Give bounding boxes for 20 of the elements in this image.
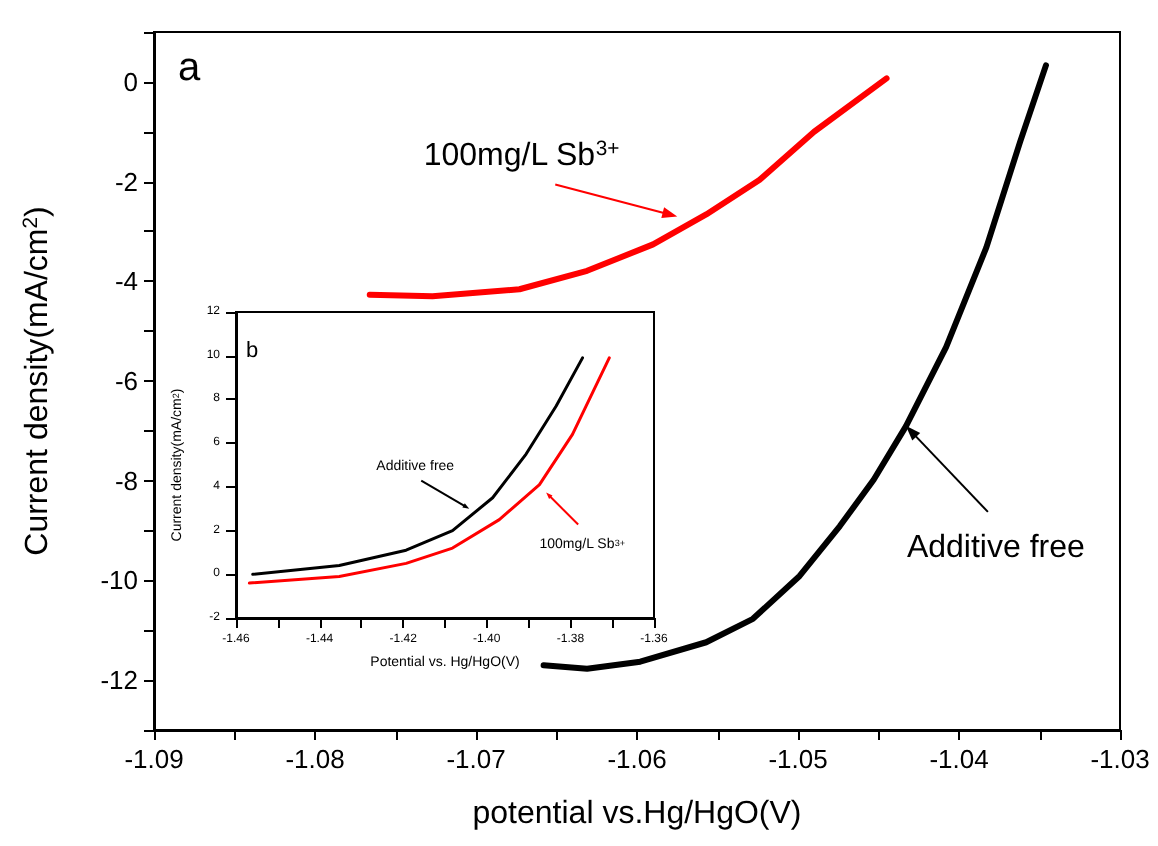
annotation: a xyxy=(178,46,202,90)
y-tick-label: -2 xyxy=(114,166,138,197)
x-tick-label: -1.04 xyxy=(929,744,989,774)
y-tick-label: -6 xyxy=(114,366,138,396)
annotation: b xyxy=(246,339,259,363)
x-tick-label: -1.03 xyxy=(1090,744,1150,774)
y-tick-label: -4 xyxy=(114,266,138,297)
annotation: Additive free xyxy=(906,530,1086,565)
x-tick-label: -1.05 xyxy=(768,744,828,774)
x-tick-label: -1.07 xyxy=(446,744,506,774)
x-tick-label: -1.09 xyxy=(124,744,184,774)
line-series xyxy=(366,75,890,300)
y-tick-label: -12 xyxy=(100,665,138,696)
x-tick-label: -1.08 xyxy=(285,744,345,774)
y-tick-label: 0 xyxy=(123,66,138,97)
y-axis-title: Current density(mA/cm2) xyxy=(21,206,55,556)
y-tick-label: -8 xyxy=(114,465,138,496)
y-tick-label: -10 xyxy=(100,565,138,596)
x-tick-label: -1.06 xyxy=(607,744,667,774)
x-axis-title: potential vs.Hg/HgO(V) xyxy=(472,797,802,831)
